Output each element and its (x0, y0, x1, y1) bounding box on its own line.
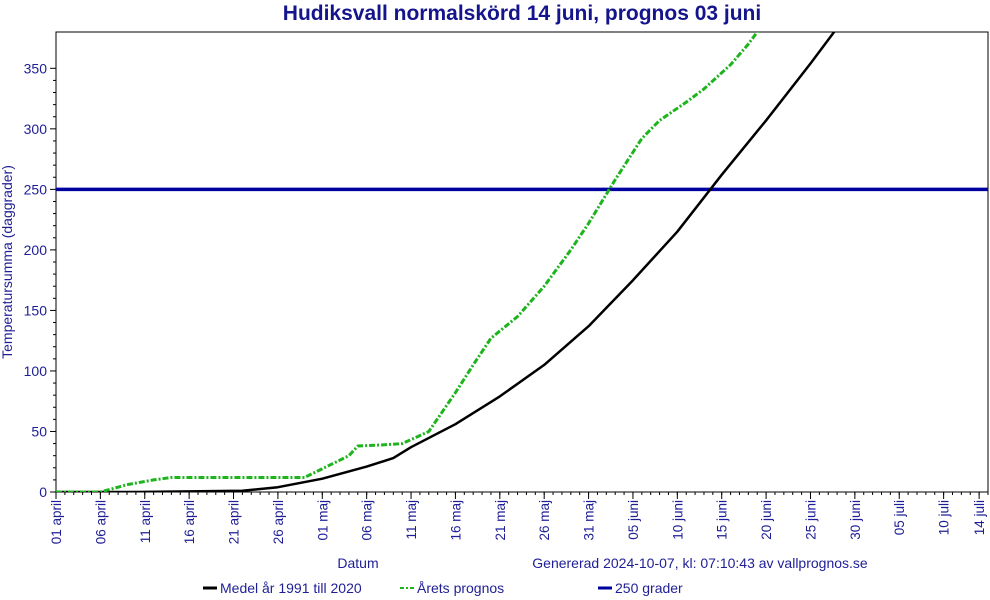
y-tick-label: 350 (24, 60, 48, 76)
y-tick-label: 50 (31, 423, 47, 439)
x-tick-label: 05 juni (626, 500, 641, 540)
x-axis-label: Datum (337, 555, 378, 571)
x-tick-label: 31 maj (582, 500, 597, 541)
series-line-1 (56, 32, 760, 492)
x-tick-label: 11 april (138, 500, 153, 543)
legend-label-2: 250 grader (615, 580, 683, 596)
legend-label-1: Årets prognos (417, 580, 504, 596)
x-tick-label: 16 maj (448, 500, 463, 541)
x-tick-label: 01 april (49, 500, 64, 544)
x-tick-label: 11 maj (404, 500, 419, 540)
x-tick-label: 06 maj (360, 500, 375, 541)
x-tick-label: 05 juli (892, 500, 907, 535)
x-tick-label: 15 juni (715, 500, 730, 540)
y-tick-label: 300 (24, 121, 48, 137)
y-tick-label: 150 (24, 302, 48, 318)
x-tick-label: 26 april (271, 500, 286, 544)
x-tick-label: 21 april (227, 500, 242, 544)
y-tick-label: 0 (39, 484, 47, 500)
x-tick-label: 16 april (182, 500, 197, 544)
y-tick-label: 250 (24, 181, 48, 197)
y-tick-label: 100 (24, 363, 48, 379)
x-tick-label: 26 maj (537, 500, 552, 541)
x-tick-label: 10 juli (937, 500, 952, 535)
x-tick-label: 21 maj (493, 500, 508, 541)
x-tick-label: 14 juli (972, 500, 987, 535)
y-tick-label: 200 (24, 242, 48, 258)
legend: Medel år 1991 till 2020 Årets prognos 250 … (203, 580, 683, 596)
x-tick-label: 06 april (93, 500, 108, 544)
y-axis-label: Temperatursumma (daggrader) (0, 165, 15, 359)
x-tick-label: 25 juni (803, 500, 818, 540)
series-line-0 (56, 32, 836, 492)
legend-label-0: Medel år 1991 till 2020 (220, 580, 362, 596)
x-tick-label: 01 maj (315, 500, 330, 541)
plot-frame (55, 31, 989, 493)
x-tick-label: 30 juni (848, 500, 863, 540)
x-tick-label: 20 juni (759, 500, 774, 540)
chart-title: Hudiksvall normalskörd 14 juni, prognos … (283, 2, 761, 25)
x-tick-label: 10 juni (670, 500, 685, 540)
generated-note: Genererad 2024-10-07, kl: 07:10:43 av va… (532, 555, 868, 571)
